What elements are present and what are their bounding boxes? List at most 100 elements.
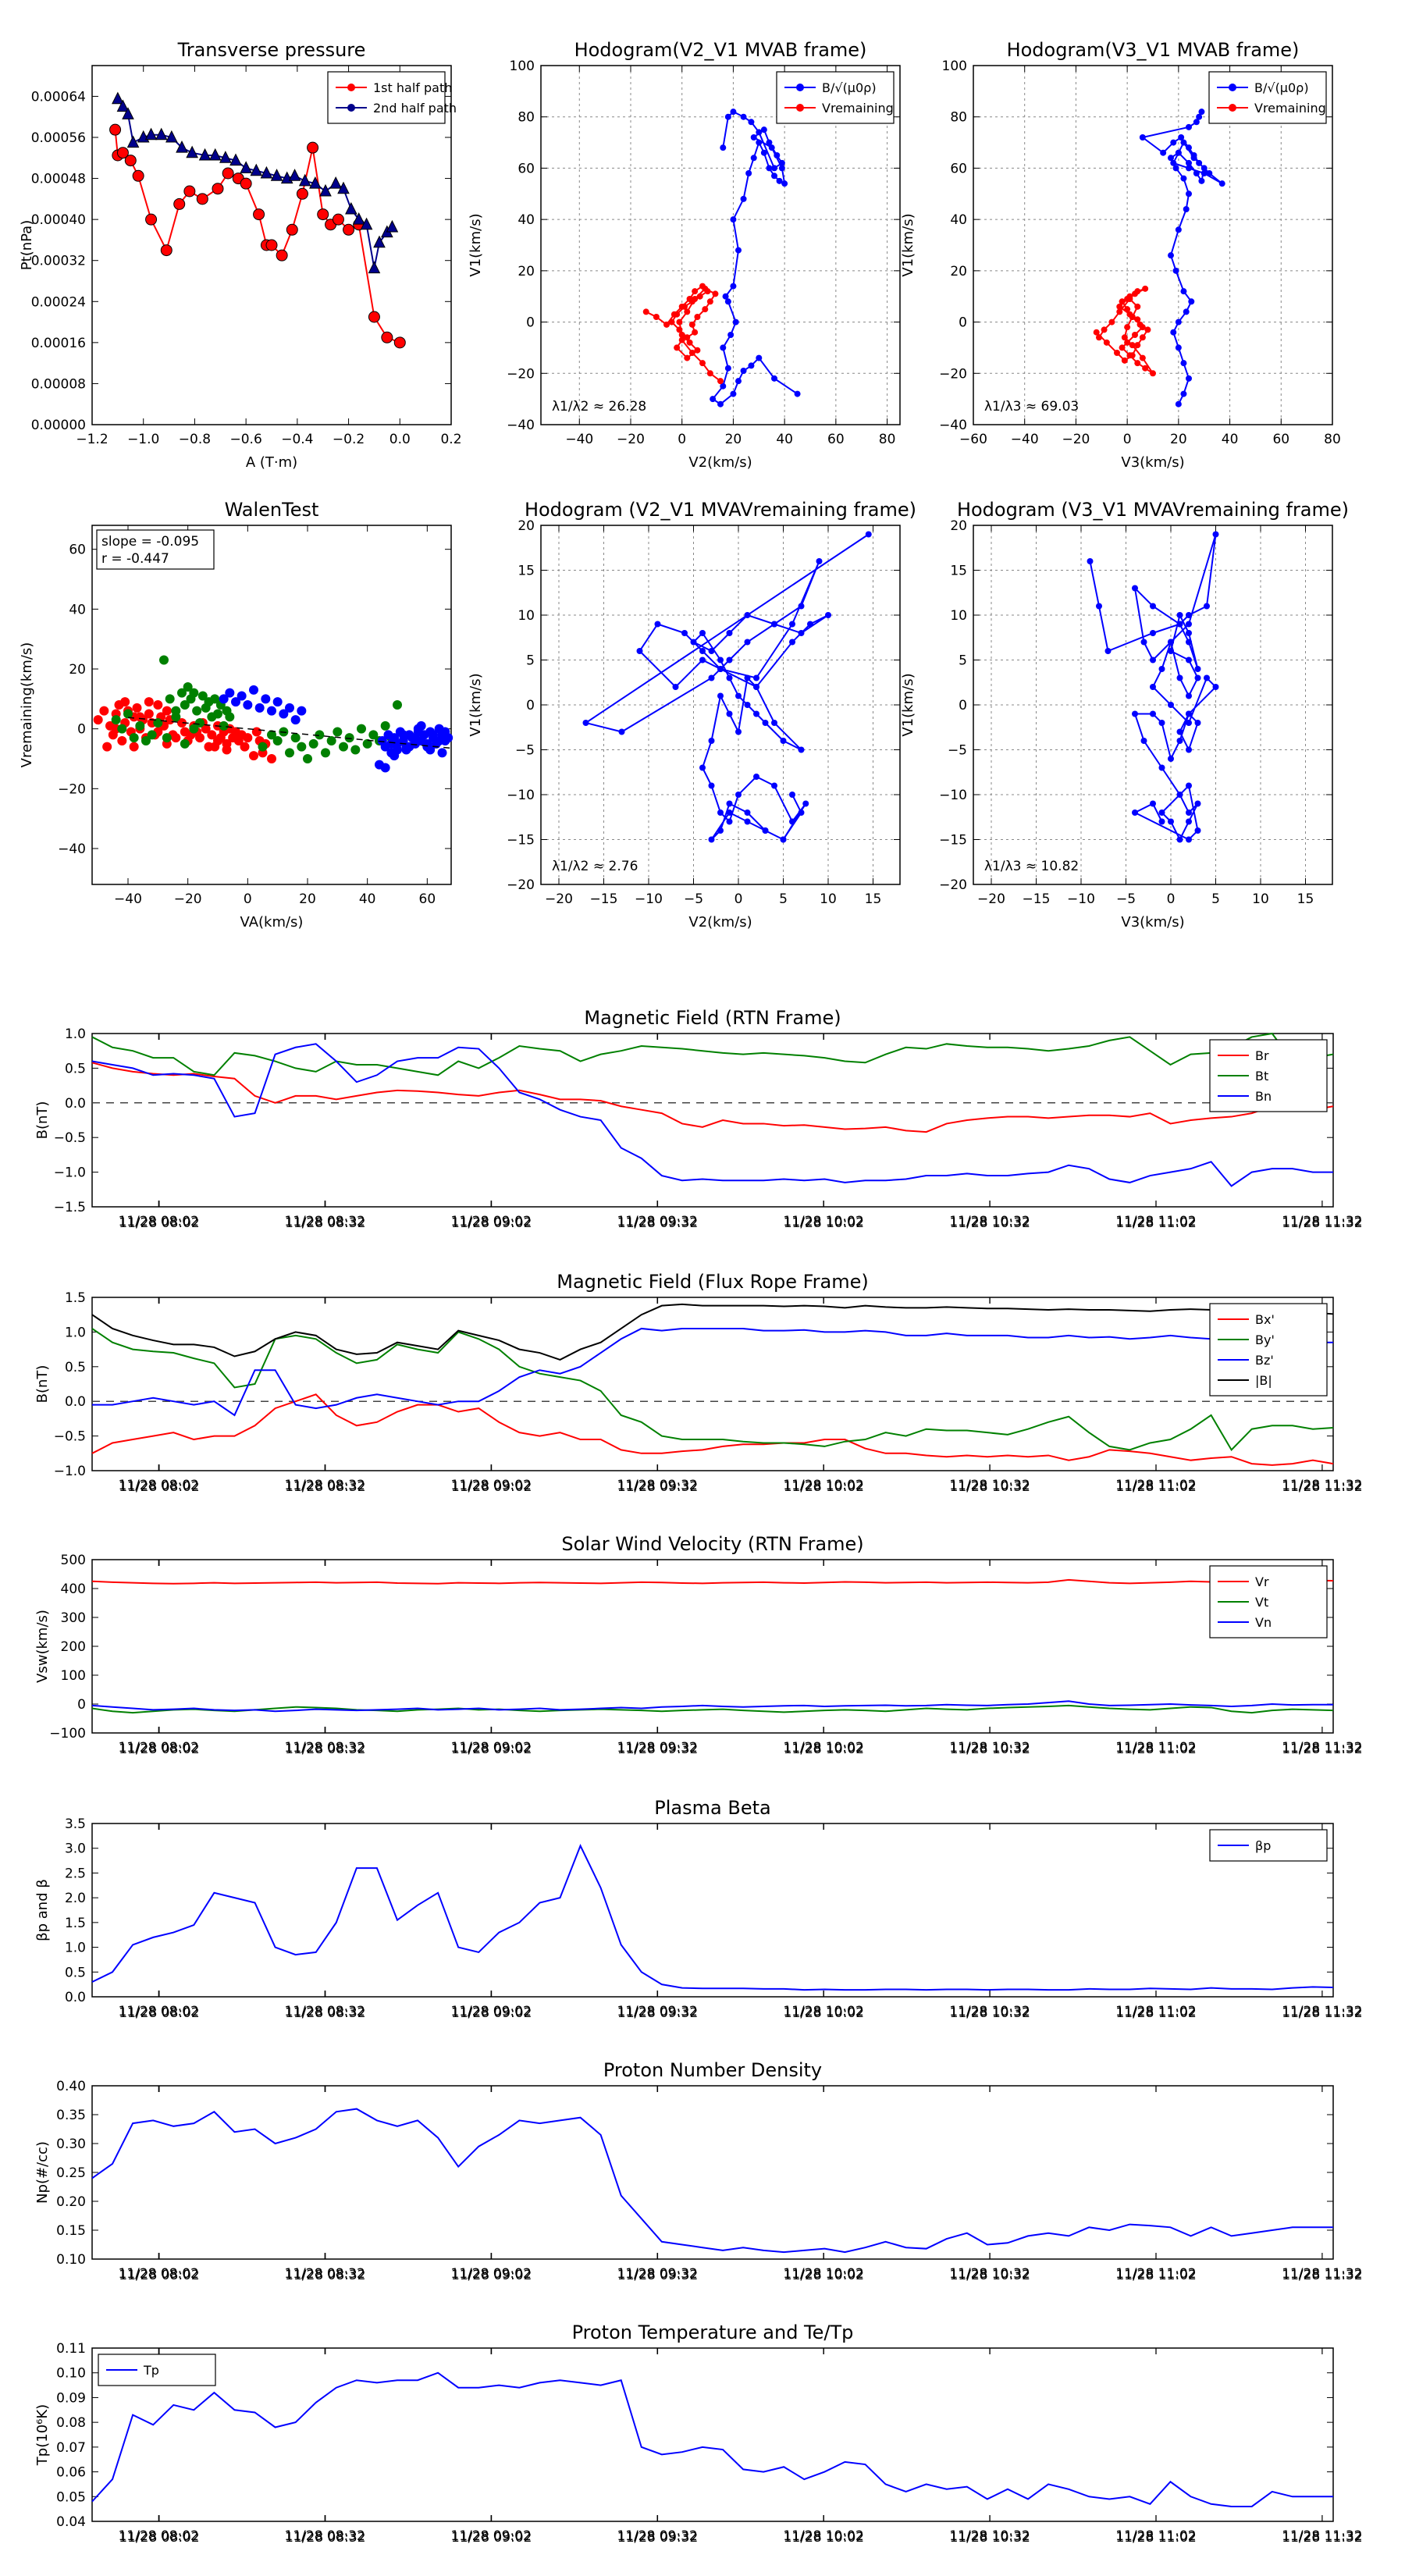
data-point [425, 745, 436, 755]
data-point [1168, 702, 1174, 708]
time-tick-label: 11/28 11:02 [1115, 2530, 1196, 2546]
series-line [584, 533, 870, 841]
data-point [373, 235, 386, 248]
data-point [676, 318, 683, 326]
data-point [768, 144, 775, 151]
data-point [744, 818, 751, 825]
data-point [1194, 827, 1201, 834]
data-point [393, 738, 402, 749]
time-tick-label: 11/28 10:02 [784, 2005, 864, 2021]
plot-frame [540, 525, 901, 885]
y-tick-label: −1.5 [54, 1200, 86, 1215]
chart-title: Magnetic Field (Flux Rope Frame) [557, 1271, 868, 1293]
x-tick-label: −20 [545, 891, 573, 907]
data-point [276, 249, 288, 262]
data-point [129, 742, 139, 752]
data-point [1158, 666, 1165, 672]
data-point [352, 212, 365, 225]
data-point [243, 733, 253, 743]
data-point [1180, 288, 1187, 295]
legend-label: Bz' [1255, 1353, 1274, 1368]
data-point [1114, 350, 1120, 356]
data-point [160, 244, 173, 257]
y-tick-label: 60 [950, 161, 967, 176]
data-point [362, 738, 372, 749]
data-point [1196, 159, 1203, 166]
y-tick-label: 0.5 [65, 1360, 86, 1375]
series-line [92, 1327, 1333, 1417]
plot-frame [540, 65, 901, 425]
data-point [1183, 308, 1190, 315]
data-point [165, 694, 175, 704]
data-point [183, 185, 196, 197]
data-point [674, 311, 681, 318]
data-point [1176, 738, 1183, 744]
plot-frame [91, 1823, 1334, 1998]
data-point [111, 715, 121, 725]
x-tick-label: 11/28 08:32 [284, 2528, 365, 2544]
y-tick-label: 20 [950, 518, 967, 534]
data-point [393, 336, 406, 349]
y-tick-label: −20 [58, 781, 86, 797]
y-axis-label: Tp(10⁶K) [34, 2404, 51, 2466]
data-point [213, 709, 222, 719]
data-point [213, 736, 222, 745]
data-point [760, 126, 767, 133]
x-tick-label: 11/28 09:02 [450, 2528, 531, 2544]
data-point [717, 656, 724, 664]
data-point [699, 648, 706, 654]
data-point [1186, 782, 1192, 789]
data-point [771, 375, 777, 382]
data-point [147, 730, 157, 740]
x-tick-label: 11/28 08:32 [284, 2004, 365, 2019]
time-tick-label: 11/28 10:32 [950, 1215, 1030, 1231]
data-point [249, 751, 258, 761]
y-tick-label: −20 [507, 366, 535, 382]
data-point [231, 697, 240, 707]
data-point [735, 792, 742, 798]
data-point [1116, 308, 1123, 315]
data-point [717, 827, 724, 834]
data-point [144, 709, 154, 719]
x-axis-label: V3(km/s) [1121, 454, 1184, 471]
data-point [699, 764, 706, 771]
data-point [315, 730, 325, 740]
x-axis-label: V2(km/s) [688, 454, 752, 471]
data-point [730, 283, 737, 290]
data-point [722, 293, 729, 300]
data-point [674, 344, 681, 351]
data-point [692, 296, 699, 302]
time-tick-label: 11/28 08:02 [119, 1742, 199, 1757]
data-point [1150, 684, 1156, 690]
data-point [165, 130, 178, 143]
legend-box [1208, 71, 1327, 124]
y-tick-label: 0.0 [65, 1394, 86, 1410]
data-point [288, 169, 301, 181]
data-point [1194, 800, 1201, 807]
data-point [260, 165, 273, 179]
y-tick-label: −1.0 [54, 1464, 86, 1479]
data-point [708, 782, 715, 789]
data-point [350, 745, 361, 755]
data-point [688, 321, 695, 328]
data-point [753, 674, 759, 681]
data-point [1206, 170, 1213, 176]
data-point [694, 314, 701, 320]
data-point [789, 818, 795, 825]
data-point [1180, 175, 1187, 182]
data-point [706, 370, 713, 377]
y-tick-label: −0.5 [54, 1429, 86, 1445]
plot-frame [973, 525, 1333, 885]
time-tick-label: 11/28 11:02 [1115, 2005, 1196, 2021]
chart-title: Proton Temperature and Te/Tp [572, 2322, 854, 2343]
data-point [684, 354, 691, 361]
y-tick-label: −20 [939, 877, 967, 893]
data-point [699, 656, 706, 664]
y-tick-label: −15 [939, 833, 967, 849]
data-point [317, 208, 329, 221]
data-point [437, 748, 447, 758]
data-point [798, 809, 805, 816]
data-point [798, 630, 805, 636]
time-tick-label: 11/28 10:32 [950, 1479, 1030, 1495]
time-tick-label: 11/28 09:32 [617, 2268, 698, 2283]
